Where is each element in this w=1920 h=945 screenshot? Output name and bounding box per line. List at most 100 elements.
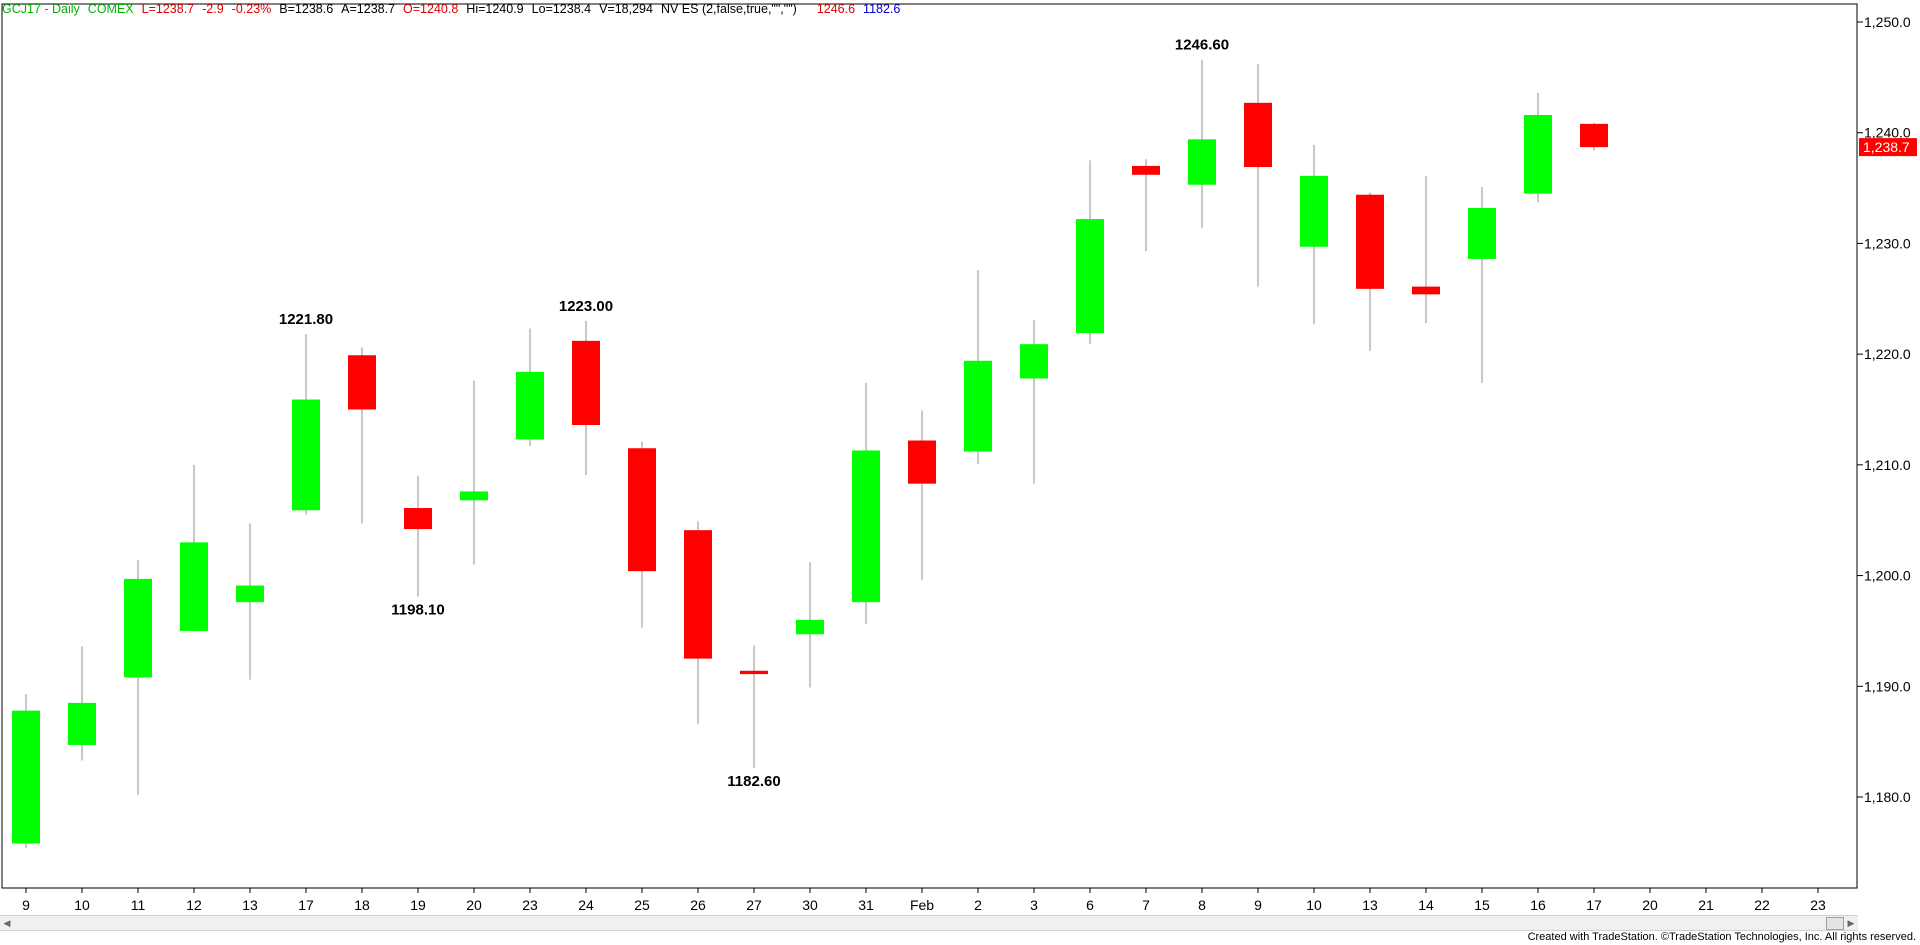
pct-change-label: -0.23% bbox=[231, 2, 272, 16]
candle-body-up bbox=[852, 450, 880, 603]
high-label: Hi=1240.9 bbox=[466, 2, 524, 16]
x-tick-label: 10 bbox=[74, 897, 90, 913]
exchange-label: COMEX bbox=[87, 2, 134, 16]
x-tick-label: 19 bbox=[410, 897, 426, 913]
x-tick-label: 11 bbox=[131, 897, 146, 913]
candle-body-up bbox=[1076, 219, 1104, 334]
candle-body-up bbox=[1188, 139, 1216, 185]
candle-body-up bbox=[1468, 208, 1496, 259]
x-tick-label: 8 bbox=[1198, 897, 1206, 913]
price-annotation: 1198.10 bbox=[391, 602, 444, 619]
candle-body-down bbox=[908, 440, 936, 484]
x-tick-label: 17 bbox=[1586, 897, 1602, 913]
y-tick-label: 1,190.0 bbox=[1864, 678, 1911, 694]
x-tick-label: 26 bbox=[690, 897, 706, 913]
x-tick-label: 21 bbox=[1698, 897, 1714, 913]
x-tick-label: 13 bbox=[242, 897, 258, 913]
price-annotation: 1246.60 bbox=[1175, 37, 1229, 54]
price-annotation: 1223.00 bbox=[559, 298, 613, 315]
x-tick-label: 23 bbox=[522, 897, 538, 913]
candle-body-down bbox=[572, 340, 600, 425]
volume-label: V=18,294 bbox=[599, 2, 653, 16]
candle-body-down bbox=[348, 355, 376, 410]
candle-body-down bbox=[684, 530, 712, 659]
x-tick-label: 13 bbox=[1362, 897, 1378, 913]
x-tick-label: 20 bbox=[466, 897, 482, 913]
x-tick-label: 3 bbox=[1030, 897, 1038, 913]
candle-body-up bbox=[292, 399, 320, 511]
candle-body-up bbox=[1020, 344, 1048, 379]
x-tick-label: 10 bbox=[1306, 897, 1322, 913]
chart-header: GCJ17 - Daily COMEX L=1238.7 -2.9 -0.23% B=12… bbox=[2, 2, 908, 16]
candle-body-down bbox=[628, 448, 656, 572]
y-tick-label: 1,180.0 bbox=[1864, 789, 1911, 805]
candle-body-down bbox=[1412, 286, 1440, 295]
x-tick-label: 30 bbox=[802, 897, 818, 913]
candle-body-up bbox=[68, 702, 96, 745]
horizontal-scrollbar[interactable]: ◀ ▶ bbox=[0, 915, 1858, 931]
study-value-low: 1182.6 bbox=[863, 2, 901, 16]
scroll-right-arrow-icon[interactable]: ▶ bbox=[1847, 918, 1855, 928]
candle-body-down bbox=[404, 508, 432, 530]
candle-body-up bbox=[516, 371, 544, 440]
y-tick-label: 1,220.0 bbox=[1864, 346, 1911, 362]
price-annotation: 1182.60 bbox=[727, 773, 780, 790]
plot-area-border bbox=[1, 3, 1858, 889]
y-tick-label: 1,230.0 bbox=[1864, 235, 1911, 251]
x-tick-label: 18 bbox=[354, 897, 370, 913]
ask-label: A=1238.7 bbox=[341, 2, 396, 16]
candle-body-up bbox=[796, 619, 824, 635]
x-tick-label: 7 bbox=[1142, 897, 1150, 913]
study-value-high: 1246.6 bbox=[816, 2, 856, 16]
x-tick-label: 9 bbox=[22, 897, 30, 913]
candle-body-up bbox=[12, 710, 40, 844]
x-tick-label: 31 bbox=[858, 897, 874, 913]
x-tick-label: 20 bbox=[1642, 897, 1658, 913]
copyright-footer: Created with TradeStation. ©TradeStation… bbox=[1527, 931, 1916, 943]
x-tick-label: 9 bbox=[1254, 897, 1262, 913]
candle-body-down bbox=[1356, 194, 1384, 289]
candle-body-up bbox=[180, 542, 208, 631]
candle-body-down bbox=[740, 670, 768, 675]
x-tick-label: 22 bbox=[1754, 897, 1770, 913]
symbol-label: GCJ17 - Daily bbox=[2, 2, 80, 16]
last-price-value: 1,238.7 bbox=[1863, 139, 1910, 155]
price-annotation: 1221.80 bbox=[279, 311, 333, 328]
candle-body-up bbox=[1524, 115, 1552, 194]
x-tick-label: 12 bbox=[186, 897, 202, 913]
y-tick-label: 1,200.0 bbox=[1864, 568, 1911, 584]
candle-body-up bbox=[964, 360, 992, 452]
x-tick-label: 25 bbox=[634, 897, 650, 913]
open-label: O=1240.8 bbox=[403, 2, 459, 16]
x-tick-label: 24 bbox=[578, 897, 594, 913]
x-tick-label: 17 bbox=[298, 897, 314, 913]
candle-body-up bbox=[1300, 175, 1328, 247]
last-price-label: L=1238.7 bbox=[141, 2, 195, 16]
low-label: Lo=1238.4 bbox=[531, 2, 592, 16]
x-tick-label: 14 bbox=[1418, 897, 1434, 913]
last-price-marker bbox=[1859, 138, 1917, 157]
y-tick-label: 1,250.0 bbox=[1864, 14, 1911, 30]
x-tick-label: 2 bbox=[974, 897, 982, 913]
bid-label: B=1238.6 bbox=[279, 2, 334, 16]
scroll-left-arrow-icon[interactable]: ◀ bbox=[3, 918, 11, 928]
y-tick-label: 1,210.0 bbox=[1864, 457, 1911, 473]
candle-body-up bbox=[460, 491, 488, 501]
study-label: NV ES (2,false,true,"","") bbox=[660, 2, 797, 16]
candle-body-up bbox=[124, 578, 152, 678]
candle-body-down bbox=[1244, 102, 1272, 168]
x-tick-label: Feb bbox=[910, 897, 934, 913]
x-tick-label: 16 bbox=[1530, 897, 1546, 913]
y-tick-label: 1,240.0 bbox=[1864, 125, 1911, 141]
x-tick-label: 15 bbox=[1474, 897, 1490, 913]
candle-body-down bbox=[1132, 165, 1160, 175]
candle-body-up bbox=[236, 585, 264, 603]
x-tick-label: 23 bbox=[1810, 897, 1826, 913]
net-change-label: -2.9 bbox=[202, 2, 224, 16]
candle-body-down bbox=[1580, 123, 1608, 148]
x-tick-label: 6 bbox=[1086, 897, 1094, 913]
scroll-thumb[interactable] bbox=[1826, 917, 1844, 930]
x-tick-label: 27 bbox=[746, 897, 762, 913]
